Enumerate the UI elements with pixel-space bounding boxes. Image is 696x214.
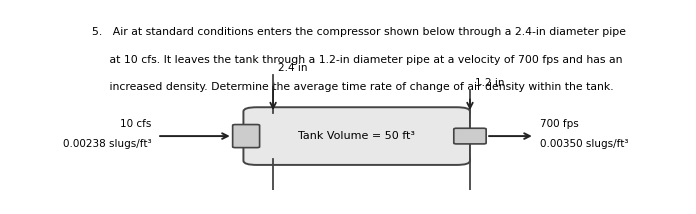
Text: 10 cfs: 10 cfs xyxy=(120,119,152,129)
FancyBboxPatch shape xyxy=(454,128,487,144)
Text: Tank Volume = 50 ft³: Tank Volume = 50 ft³ xyxy=(298,131,416,141)
Text: 1.2 in: 1.2 in xyxy=(475,78,505,88)
Text: increased density. Determine the average time rate of change of air density with: increased density. Determine the average… xyxy=(93,82,614,92)
FancyBboxPatch shape xyxy=(232,125,260,148)
Text: 700 fps: 700 fps xyxy=(540,119,579,129)
Text: 0.00238 slugs/ft³: 0.00238 slugs/ft³ xyxy=(63,139,152,149)
Text: 0.00350 slugs/ft³: 0.00350 slugs/ft³ xyxy=(540,139,628,149)
FancyBboxPatch shape xyxy=(244,107,470,165)
Text: at 10 cfs. It leaves the tank through a 1.2-in diameter pipe at a velocity of 70: at 10 cfs. It leaves the tank through a … xyxy=(93,55,623,64)
Text: 2.4 in: 2.4 in xyxy=(278,64,308,73)
Text: 5.   Air at standard conditions enters the compressor shown below through a 2.4-: 5. Air at standard conditions enters the… xyxy=(93,27,626,37)
